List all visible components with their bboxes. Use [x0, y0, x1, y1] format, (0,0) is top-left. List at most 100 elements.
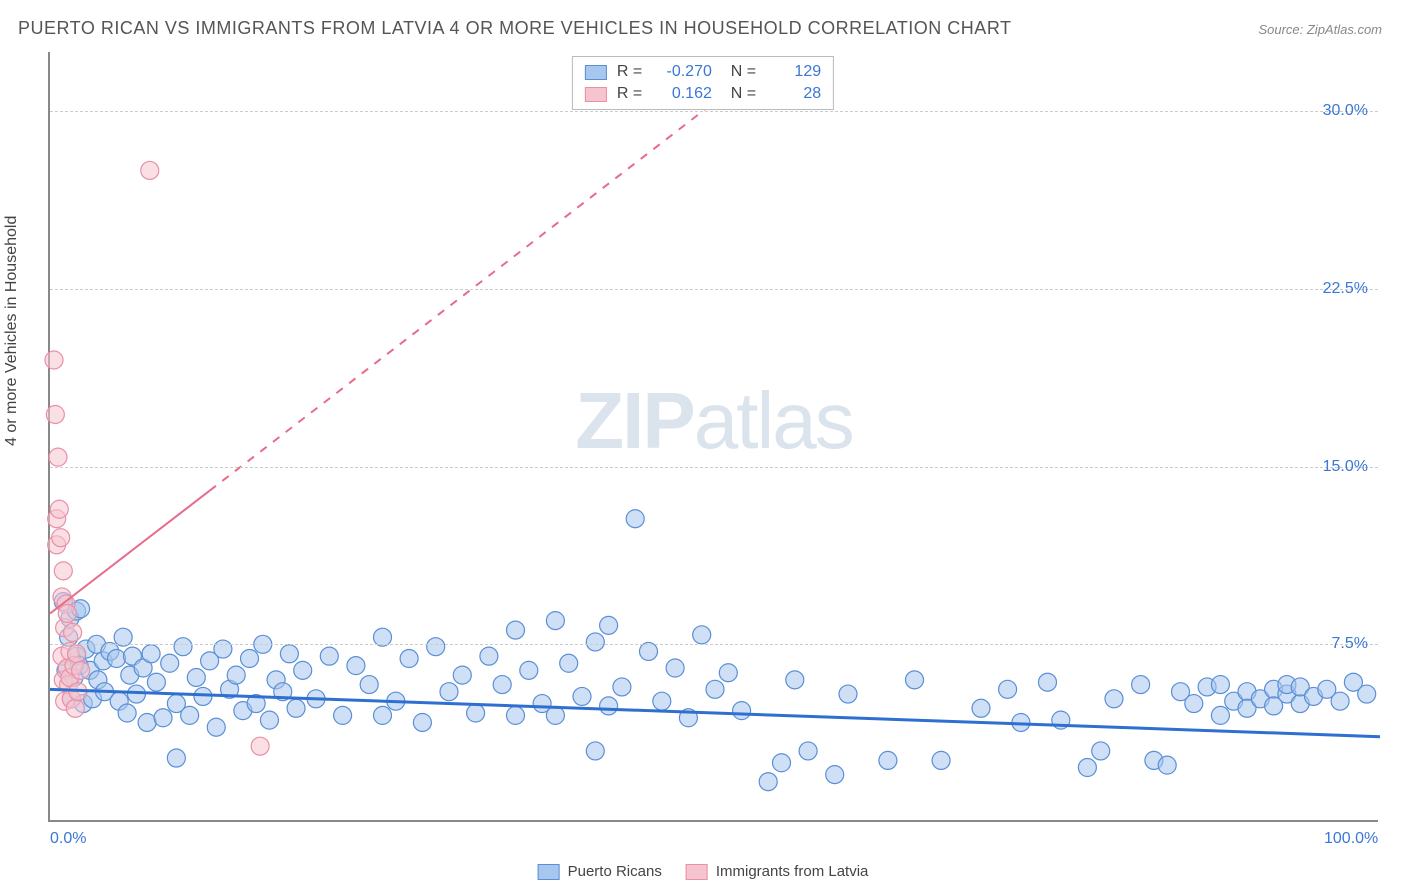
- data-point: [167, 749, 185, 767]
- data-point: [759, 773, 777, 791]
- source-attribution: Source: ZipAtlas.com: [1258, 22, 1382, 37]
- data-point: [334, 706, 352, 724]
- stats-box: R = -0.270 N = 129 R = 0.162 N = 28: [572, 56, 834, 110]
- trend-line-dashed: [210, 52, 780, 491]
- data-point: [174, 638, 192, 656]
- data-point: [1211, 706, 1229, 724]
- data-point: [773, 754, 791, 772]
- data-point: [573, 687, 591, 705]
- data-point: [653, 692, 671, 710]
- y-tick-label: 7.5%: [1332, 635, 1368, 653]
- data-point: [839, 685, 857, 703]
- data-point: [520, 661, 538, 679]
- data-point: [1158, 756, 1176, 774]
- stats-n-label: N =: [722, 63, 756, 81]
- data-point: [600, 616, 618, 634]
- data-point: [600, 697, 618, 715]
- data-point: [493, 676, 511, 694]
- chart-title: PUERTO RICAN VS IMMIGRANTS FROM LATVIA 4…: [18, 18, 1011, 39]
- x-tick-label: 100.0%: [1324, 830, 1378, 848]
- legend-item-blue: Puerto Ricans: [538, 863, 662, 880]
- data-point: [161, 654, 179, 672]
- data-point: [54, 562, 72, 580]
- y-tick-label: 30.0%: [1323, 102, 1368, 120]
- data-point: [546, 706, 564, 724]
- grid-line: [50, 467, 1378, 468]
- data-point: [1039, 673, 1057, 691]
- data-point: [507, 706, 525, 724]
- data-point: [626, 510, 644, 528]
- y-tick-label: 22.5%: [1323, 280, 1368, 298]
- data-point: [706, 680, 724, 698]
- data-point: [347, 657, 365, 675]
- legend-label-blue: Puerto Ricans: [568, 863, 662, 880]
- data-point: [374, 706, 392, 724]
- grid-line: [50, 289, 1378, 290]
- data-point: [68, 645, 86, 663]
- x-tick-label: 0.0%: [50, 830, 86, 848]
- grid-line: [50, 111, 1378, 112]
- stats-r-label: R =: [617, 63, 647, 81]
- data-point: [138, 713, 156, 731]
- data-point: [147, 673, 165, 691]
- data-point: [693, 626, 711, 644]
- stats-swatch-blue: [585, 65, 607, 80]
- data-point: [586, 742, 604, 760]
- stats-n-label-2: N =: [722, 85, 756, 103]
- data-point: [64, 623, 82, 641]
- data-point: [1331, 692, 1349, 710]
- data-point: [241, 650, 259, 668]
- data-point: [560, 654, 578, 672]
- data-point: [227, 666, 245, 684]
- data-point: [586, 633, 604, 651]
- legend-swatch-pink: [686, 864, 708, 880]
- y-tick-label: 15.0%: [1323, 458, 1368, 476]
- trend-line-solid: [50, 491, 210, 614]
- data-point: [719, 664, 737, 682]
- data-point: [251, 737, 269, 755]
- data-point: [826, 766, 844, 784]
- data-point: [1185, 695, 1203, 713]
- data-point: [666, 659, 684, 677]
- data-point: [360, 676, 378, 694]
- data-point: [181, 706, 199, 724]
- data-point: [733, 702, 751, 720]
- data-point: [613, 678, 631, 696]
- data-point: [45, 351, 63, 369]
- data-point: [66, 699, 84, 717]
- data-point: [440, 683, 458, 701]
- data-point: [1358, 685, 1376, 703]
- data-point: [287, 699, 305, 717]
- stats-n-pink: 28: [766, 85, 821, 103]
- data-point: [214, 640, 232, 658]
- data-point: [142, 645, 160, 663]
- legend-bottom: Puerto Ricans Immigrants from Latvia: [538, 863, 869, 880]
- stats-n-blue: 129: [766, 63, 821, 81]
- y-axis-title: 4 or more Vehicles in Household: [3, 216, 21, 446]
- data-point: [207, 718, 225, 736]
- stats-r-blue: -0.270: [657, 63, 712, 81]
- data-point: [453, 666, 471, 684]
- data-point: [972, 699, 990, 717]
- data-point: [1211, 676, 1229, 694]
- grid-line: [50, 644, 1378, 645]
- data-point: [187, 668, 205, 686]
- data-point: [118, 704, 136, 722]
- legend-swatch-blue: [538, 864, 560, 880]
- data-point: [467, 704, 485, 722]
- data-point: [49, 448, 67, 466]
- data-point: [400, 650, 418, 668]
- stats-row-blue: R = -0.270 N = 129: [585, 61, 821, 83]
- stats-r-pink: 0.162: [657, 85, 712, 103]
- data-point: [427, 638, 445, 656]
- data-point: [879, 751, 897, 769]
- data-point: [52, 529, 70, 547]
- data-point: [260, 711, 278, 729]
- data-point: [50, 500, 68, 518]
- data-point: [1078, 759, 1096, 777]
- data-point: [294, 661, 312, 679]
- data-point: [546, 612, 564, 630]
- data-point: [786, 671, 804, 689]
- data-point: [1105, 690, 1123, 708]
- data-point: [799, 742, 817, 760]
